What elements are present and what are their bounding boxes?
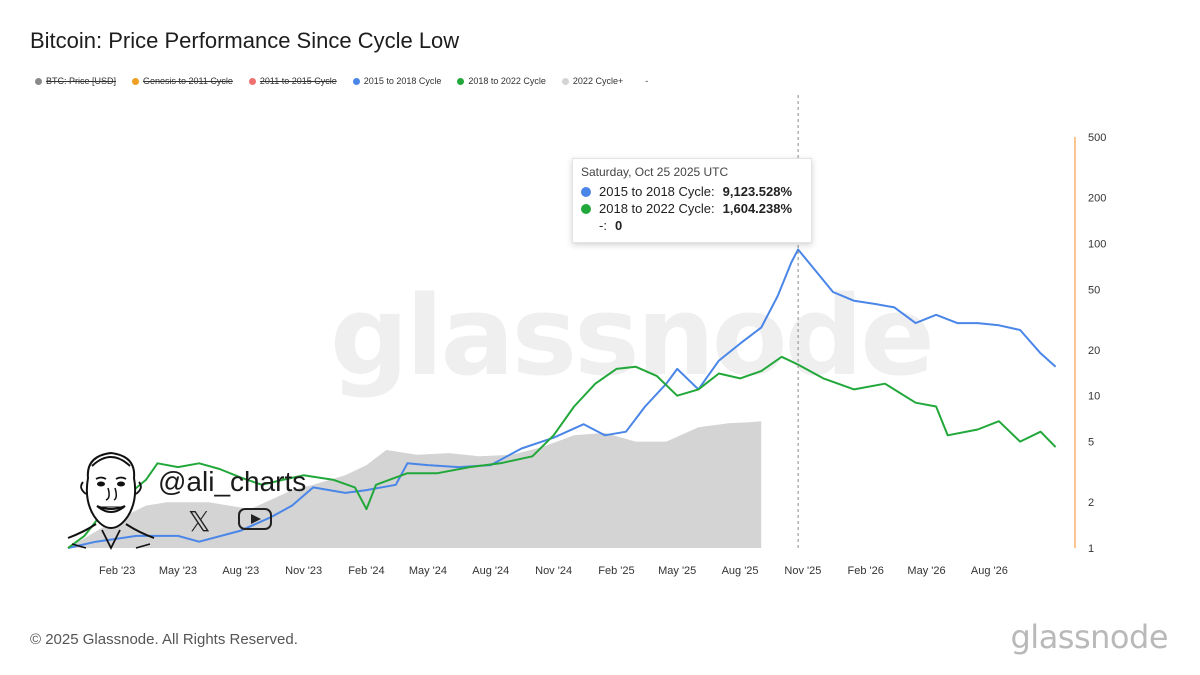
legend-dot xyxy=(352,77,360,85)
legend-label: BTC: Price [USD] xyxy=(46,76,117,86)
legend-item-genesis-2011[interactable]: Genesis to 2011 Cycle xyxy=(132,76,233,86)
legend-item-2011-2015[interactable]: 2011 to 2015 Cycle xyxy=(248,76,337,86)
x-tick-label: May '24 xyxy=(409,565,447,577)
tooltip-series-value: 9,123.528% xyxy=(722,184,793,199)
x-tick-label: Aug '23 xyxy=(222,565,259,577)
legend-label: 2015 to 2018 Cycle xyxy=(363,76,442,86)
x-tick-label: May '23 xyxy=(159,565,197,577)
legend-dot xyxy=(248,77,256,85)
x-logo-icon: 𝕏 xyxy=(188,506,211,537)
x-tick-label: May '26 xyxy=(907,565,945,577)
y-tick-label: 10 xyxy=(1088,391,1100,403)
series-line-2018-to-2022-cycle xyxy=(67,355,1057,549)
y-tick-label: 500 xyxy=(1088,132,1106,144)
legend-dot xyxy=(561,77,569,85)
legend-label: Genesis to 2011 Cycle xyxy=(143,76,233,86)
series-area-2022-cycle xyxy=(68,421,762,548)
y-tick-label: 50 xyxy=(1088,284,1100,296)
tooltip-series-name: -: xyxy=(599,218,607,233)
x-tick-label: Feb '26 xyxy=(848,565,884,577)
tooltip-row: 2015 to 2018 Cycle: 9,123.528% xyxy=(581,183,803,200)
y-tick-label: 100 xyxy=(1088,238,1106,250)
x-tick-label: Feb '23 xyxy=(99,565,135,577)
copyright-text: © 2025 Glassnode. All Rights Reserved. xyxy=(30,631,298,648)
legend-label: - xyxy=(645,76,649,86)
legend-dot xyxy=(457,77,465,85)
glassnode-logo: glassnode xyxy=(1010,618,1168,656)
social-handle: @ali_charts xyxy=(158,466,307,497)
legend-label: 2018 to 2022 Cycle xyxy=(468,76,546,86)
x-tick-label: Aug '26 xyxy=(971,565,1008,577)
tooltip-dot xyxy=(581,186,591,197)
tooltip-series-value: 0 xyxy=(614,218,623,233)
chart-tooltip: Saturday, Oct 25 2025 UTC 2015 to 2018 C… xyxy=(572,158,812,243)
chart-legend: BTC: Price [USD] Genesis to 2011 Cycle 2… xyxy=(35,76,648,86)
youtube-icon xyxy=(238,508,272,530)
x-tick-label: Aug '25 xyxy=(722,565,759,577)
y-tick-label: 1 xyxy=(1088,543,1094,555)
y-tick-label: 2 xyxy=(1088,497,1094,509)
legend-item-btc-price[interactable]: BTC: Price [USD] xyxy=(35,76,116,86)
tooltip-dot xyxy=(581,203,591,214)
x-tick-label: Nov '23 xyxy=(285,565,322,577)
legend-item-2018-2022[interactable]: 2018 to 2022 Cycle xyxy=(457,76,546,86)
y-tick-label: 20 xyxy=(1088,345,1100,357)
x-tick-label: Nov '24 xyxy=(535,565,572,577)
x-tick-label: May '25 xyxy=(658,565,696,577)
tooltip-date: Saturday, Oct 25 2025 UTC xyxy=(581,165,729,179)
x-tick-label: Aug '24 xyxy=(472,565,509,577)
legend-item-2022-plus[interactable]: 2022 Cycle+ xyxy=(561,76,624,86)
legend-item-empty[interactable]: - xyxy=(639,76,648,86)
avatar-icon xyxy=(67,451,155,551)
page-title: Bitcoin: Price Performance Since Cycle L… xyxy=(30,28,460,53)
legend-label: 2022 Cycle+ xyxy=(572,76,624,86)
series-line-2015-to-2018-cycle xyxy=(67,248,1057,549)
legend-dot xyxy=(132,77,140,85)
legend-item-2015-2018[interactable]: 2015 to 2018 Cycle xyxy=(352,76,442,86)
y-tick-label: 200 xyxy=(1088,193,1106,205)
legend-label: 2011 to 2015 Cycle xyxy=(259,76,337,86)
tooltip-row: 2018 to 2022 Cycle: 1,604.238% xyxy=(581,200,803,217)
legend-dot xyxy=(35,77,42,85)
tooltip-series-name: 2015 to 2018 Cycle: xyxy=(599,184,715,199)
x-tick-label: Nov '25 xyxy=(784,565,821,577)
tooltip-series-name: 2018 to 2022 Cycle: xyxy=(599,201,715,216)
x-tick-label: Feb '25 xyxy=(598,565,634,577)
x-tick-label: Feb '24 xyxy=(348,565,384,577)
tooltip-series-value: 1,604.238% xyxy=(722,201,793,216)
tooltip-row: -: 0 xyxy=(581,217,803,234)
y-tick-label: 5 xyxy=(1088,437,1094,449)
